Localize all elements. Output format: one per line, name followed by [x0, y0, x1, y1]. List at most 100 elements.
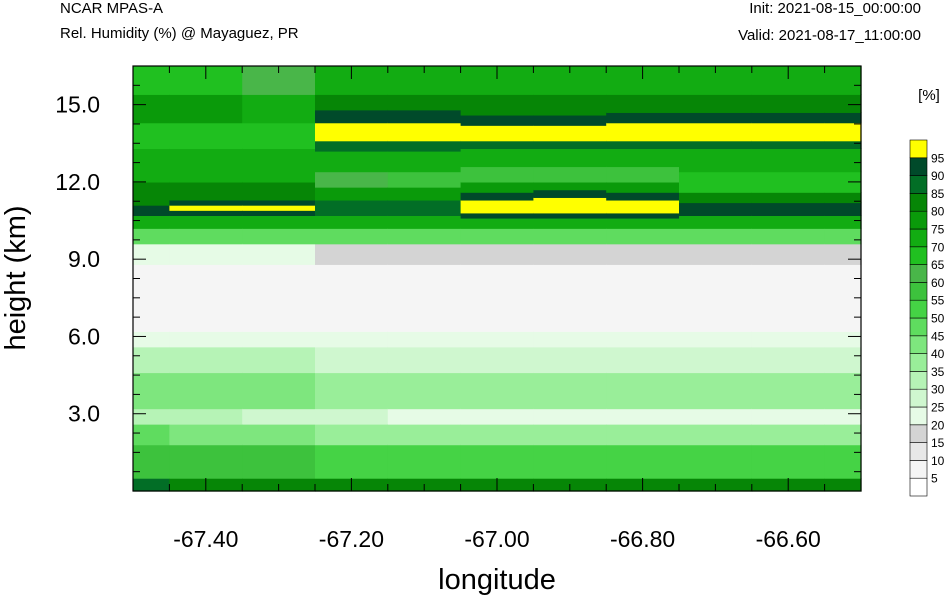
colorbar-swatch — [909, 317, 928, 337]
heatmap-cell — [169, 210, 243, 216]
heatmap-cell — [533, 228, 607, 245]
colorbar-label: 15 — [931, 436, 945, 450]
colorbar-label: 85 — [931, 187, 945, 201]
heatmap-cell — [824, 202, 862, 216]
heatmap-cell — [606, 264, 680, 332]
heatmap-cell — [751, 444, 826, 479]
heatmap-cell — [679, 94, 753, 113]
heatmap-cell — [315, 346, 389, 374]
heatmap-cell — [242, 228, 316, 245]
heatmap-cell — [133, 424, 170, 446]
heatmap-cell — [606, 94, 680, 113]
heatmap-cell — [460, 212, 534, 219]
colorbar-swatch — [909, 264, 928, 283]
heatmap-cell — [606, 199, 680, 214]
heatmap-cell — [169, 372, 243, 410]
colorbar-swatch — [909, 353, 928, 372]
heatmap-cell — [460, 140, 534, 150]
y-tick-label: 6.0 — [68, 323, 100, 349]
colorbar-label: 35 — [931, 365, 945, 379]
heatmap-cell — [242, 210, 316, 216]
colorbar: 5 10 15 20 25 30 35 40 45 50 55 60 65 70 75 80 85 90 95 — [909, 139, 945, 497]
heatmap-cell — [315, 372, 389, 410]
colorbar-label: 50 — [931, 312, 945, 326]
heatmap-cell — [533, 408, 607, 425]
heatmap-cell — [824, 171, 862, 193]
heatmap-cell — [679, 192, 753, 204]
heatmap-cell — [387, 228, 462, 245]
model-name: NCAR MPAS-A — [60, 0, 164, 17]
heatmap-cell — [169, 148, 243, 183]
heatmap-cell — [169, 408, 243, 425]
colorbar-swatch — [909, 460, 928, 479]
heatmap-cell — [387, 408, 462, 425]
heatmap-cell — [679, 215, 753, 229]
heatmap-cell — [133, 205, 170, 216]
heatmap-cell — [751, 215, 826, 229]
heatmap-cell — [751, 94, 826, 113]
colorbar-swatch — [909, 139, 928, 159]
heatmap-cell — [751, 140, 826, 150]
heatmap-cell — [606, 217, 680, 229]
heatmap-cell — [133, 94, 170, 124]
heatmap-cell — [679, 148, 753, 173]
heatmap-cell — [315, 424, 389, 446]
heatmap-cell — [387, 171, 462, 188]
heatmap-cell — [133, 243, 170, 265]
colorbar-label: 90 — [931, 169, 945, 183]
colorbar-label: 60 — [931, 276, 945, 290]
x-tick-label: -67.40 — [173, 526, 238, 552]
heatmap-cell — [533, 264, 607, 332]
heatmap-cell — [315, 151, 389, 173]
colorbar-label: 70 — [931, 240, 945, 254]
heatmap-cell — [824, 424, 862, 446]
colorbar-label: 45 — [931, 329, 945, 343]
heatmap-cell — [169, 424, 243, 446]
heatmap-cell — [533, 212, 607, 219]
heatmap-cell — [242, 408, 316, 425]
heatmap-cell — [387, 331, 462, 348]
heatmap-cell — [460, 199, 534, 214]
heatmap-cell — [533, 217, 607, 229]
heatmap-cell — [133, 181, 170, 206]
heatmap-cell — [679, 424, 753, 446]
heatmap-cell — [751, 192, 826, 204]
heatmap-cell — [533, 125, 607, 142]
heatmap-cell — [242, 205, 316, 211]
heatmap-cell — [387, 122, 462, 142]
heatmap-cell — [751, 148, 826, 173]
heatmap-cell — [679, 264, 753, 332]
heatmap-cell — [242, 122, 316, 150]
heatmap-cell — [387, 187, 462, 201]
heatmap-cell — [679, 171, 753, 193]
x-tick-label: -67.20 — [319, 526, 384, 552]
heatmap-cell — [242, 215, 316, 229]
heatmap-cell — [169, 346, 243, 374]
colorbar-label: 80 — [931, 205, 945, 219]
heatmap-cell — [824, 148, 862, 173]
heatmap-cell — [387, 109, 462, 124]
heatmap-cell — [169, 215, 243, 229]
y-tick-label: 9.0 — [68, 246, 100, 272]
heatmap-cell — [169, 181, 243, 201]
heatmap-cell — [679, 112, 753, 124]
heatmap-cell — [824, 112, 862, 124]
colorbar-swatch — [909, 477, 928, 497]
heatmap-cell — [242, 444, 316, 479]
heatmap-cell — [824, 122, 862, 142]
heatmap-cell — [387, 372, 462, 410]
heatmap-cell — [315, 243, 389, 265]
heatmap-cell — [533, 444, 607, 479]
heatmap-cell — [315, 187, 389, 201]
heatmap-cell — [242, 181, 316, 201]
colorbar-swatch — [909, 424, 928, 443]
heatmap-cell — [824, 331, 862, 348]
colorbar-swatch — [909, 175, 928, 194]
colorbar-label: 65 — [931, 258, 945, 272]
heatmap-cell — [606, 372, 680, 410]
colorbar-label: 5 — [931, 472, 938, 486]
heatmap-cell — [169, 243, 243, 265]
heatmap-cell — [533, 94, 607, 116]
heatmap-cell — [242, 243, 316, 265]
